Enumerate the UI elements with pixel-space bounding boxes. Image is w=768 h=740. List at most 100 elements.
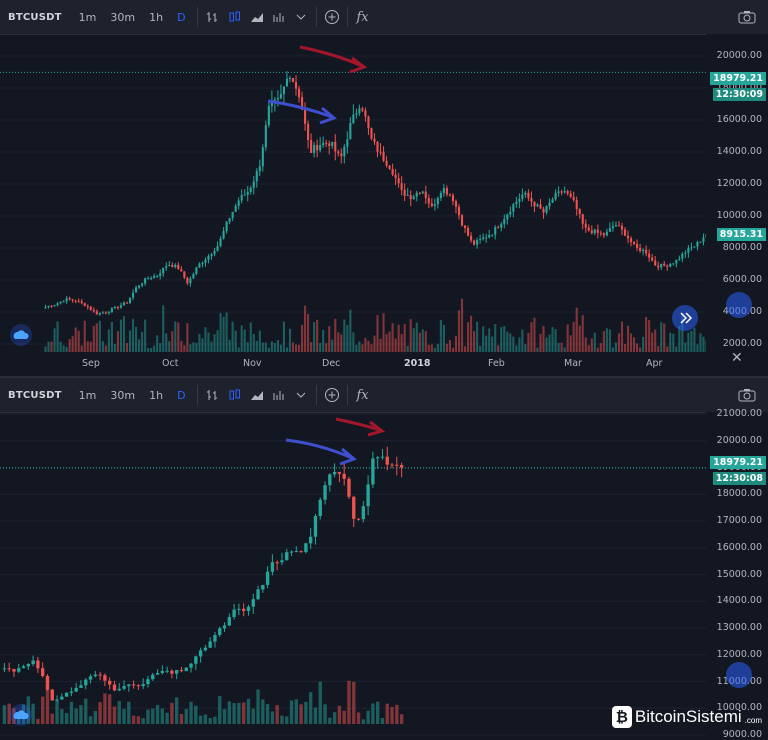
candle-body <box>424 191 427 199</box>
candle-body <box>485 237 488 239</box>
volume-bar <box>231 321 234 352</box>
chevron-down-icon[interactable] <box>290 384 312 406</box>
interval-d[interactable]: D <box>177 10 186 24</box>
interval-1h[interactable]: 1h <box>149 388 164 402</box>
candle-body <box>361 108 364 111</box>
panel-divider <box>0 376 768 378</box>
bar-chart-icon[interactable] <box>202 384 224 406</box>
candle-body <box>545 206 548 213</box>
scroll-to-latest-button[interactable] <box>672 305 698 331</box>
volume-bar <box>442 324 445 352</box>
fx-indicators-icon[interactable]: fx <box>356 387 369 403</box>
interval-1h[interactable]: 1h <box>149 10 164 24</box>
time-axis-top[interactable]: Sep Oct Nov Dec 2018 Feb Mar Apr <box>0 356 706 376</box>
price-tick-label: 10000.00 <box>716 210 762 221</box>
candle-body <box>128 297 132 303</box>
symbol-label[interactable]: BTCUSDT <box>8 11 62 23</box>
candle-body <box>103 675 107 681</box>
interval-1m[interactable]: 1m <box>78 388 97 402</box>
symbol-label[interactable]: BTCUSDT <box>8 389 62 401</box>
interval-30m[interactable]: 30m <box>110 10 136 24</box>
candle-body <box>252 181 255 188</box>
volume-bar <box>198 333 201 352</box>
interval-d[interactable]: D <box>177 388 186 402</box>
volume-bar <box>454 335 458 352</box>
candles-icon[interactable] <box>224 384 246 406</box>
zoom-button[interactable] <box>726 662 752 688</box>
close-icon[interactable]: ✕ <box>731 350 743 366</box>
candle-body <box>21 666 26 669</box>
candle-body <box>237 200 240 206</box>
candlestick-chart-bottom[interactable] <box>0 412 768 736</box>
volume-bar <box>2 705 7 724</box>
area-chart-icon[interactable] <box>246 6 268 28</box>
candle-body <box>299 551 303 553</box>
volume-bar <box>548 334 551 352</box>
interval-30m[interactable]: 30m <box>110 388 136 402</box>
volume-bar <box>208 718 212 724</box>
volume-bar <box>370 344 373 352</box>
fx-indicators-icon[interactable]: fx <box>356 9 369 25</box>
volume-bar <box>366 710 370 724</box>
candle-body <box>104 312 107 314</box>
candle-body <box>678 258 681 260</box>
time-tick-label: Sep <box>82 358 100 369</box>
candle-body <box>17 668 21 672</box>
candles-icon[interactable] <box>224 6 246 28</box>
candlestick-chart-top[interactable] <box>0 34 768 376</box>
candle-body <box>332 471 337 475</box>
volume-bar <box>136 716 141 724</box>
candle-body <box>210 254 213 256</box>
candle-body <box>409 194 412 200</box>
candle-body <box>406 194 409 196</box>
candle-body <box>98 674 102 676</box>
volume-bar <box>332 712 337 724</box>
bar-chart-icon[interactable] <box>202 6 224 28</box>
heikin-icon[interactable] <box>268 384 290 406</box>
volume-bar <box>533 317 536 352</box>
time-tick-label: 2018 <box>404 358 431 369</box>
chevron-down-icon[interactable] <box>290 6 312 28</box>
volume-bar <box>488 328 491 352</box>
volume-bar <box>485 335 488 352</box>
candle-body <box>506 214 509 220</box>
candle-body <box>342 473 346 479</box>
candle-body <box>614 225 618 227</box>
volume-bar <box>672 333 675 352</box>
time-tick-label: Nov <box>243 358 262 369</box>
candle-body <box>382 151 385 161</box>
candle-body <box>340 153 343 157</box>
volume-bar <box>138 339 141 352</box>
volume-bar <box>509 333 512 352</box>
candle-body <box>319 145 322 151</box>
volume-bar <box>110 321 113 352</box>
zoom-button[interactable] <box>726 292 752 318</box>
camera-icon[interactable] <box>736 6 758 28</box>
volume-bar <box>560 342 563 352</box>
add-indicator-icon[interactable] <box>321 384 343 406</box>
candle-body <box>479 239 482 241</box>
add-indicator-icon[interactable] <box>321 6 343 28</box>
camera-icon[interactable] <box>736 384 758 406</box>
volume-bar <box>521 329 524 352</box>
candle-body <box>213 635 217 642</box>
volume-bar <box>47 341 50 352</box>
candle-body <box>370 128 373 139</box>
candle-body <box>93 674 97 677</box>
candle-body <box>297 88 301 98</box>
candle-body <box>503 219 506 224</box>
candle-body <box>68 298 71 300</box>
area-chart-icon[interactable] <box>246 384 268 406</box>
volume-bar <box>240 325 243 352</box>
interval-1m[interactable]: 1m <box>78 10 97 24</box>
heikin-icon[interactable] <box>268 6 290 28</box>
volume-bar <box>288 328 292 352</box>
candle-body <box>177 264 180 270</box>
volume-bar <box>557 342 560 352</box>
volume-bar <box>406 346 409 352</box>
candle-body <box>195 267 198 274</box>
volume-bar <box>364 337 367 352</box>
volume-bar <box>397 324 400 352</box>
volume-bar <box>352 332 355 352</box>
volume-bar <box>382 313 385 352</box>
